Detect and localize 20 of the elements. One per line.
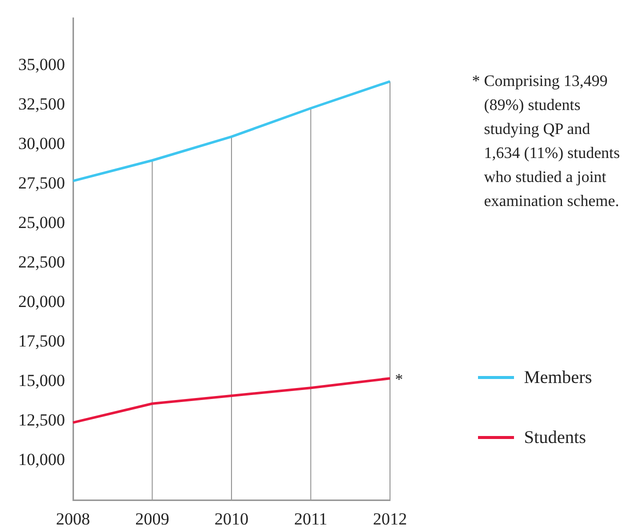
y-tick-label: 32,500 [18, 94, 65, 114]
y-tick-label: 20,000 [18, 292, 65, 312]
text: * Comprising 13,499 (89%) students studying QP and 1,634 (11%) students who studied a joint examination scheme. [472, 72, 621, 212]
y-tick-label: 15,000 [18, 370, 65, 390]
legend-label: Students [524, 426, 586, 448]
x-tick-label: 2009 [135, 510, 170, 529]
legend-label: Members [524, 366, 592, 388]
y-tick-label: 25,000 [18, 213, 65, 232]
y-tick-label: 17,500 [18, 332, 65, 350]
y-tick-label: 22,500 [18, 252, 65, 272]
x-tick-label: 2011 [294, 510, 328, 529]
y-tick-label: 12,500 [18, 410, 65, 430]
x-tick-label: 2012 [373, 510, 407, 529]
y-tick-label: 10,000 [18, 450, 65, 469]
x-tick-label: 2008 [56, 510, 90, 529]
annotation: * [395, 372, 403, 389]
y-tick-label: 27,500 [18, 174, 65, 193]
x-tick-label: 2010 [214, 510, 248, 529]
y-tick-label: 30,000 [18, 134, 65, 154]
y-tick-label: 35,000 [18, 55, 65, 74]
